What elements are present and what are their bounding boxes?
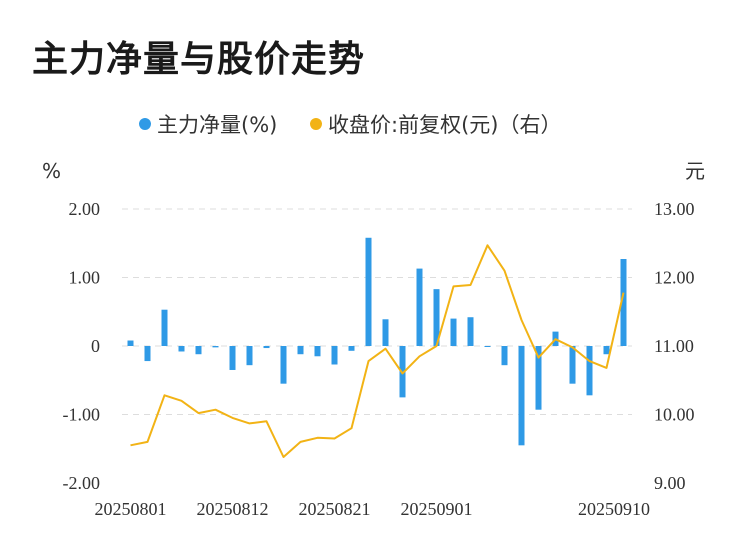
bar: [263, 346, 270, 349]
y-right-tick-label: 10.00: [654, 405, 695, 425]
x-tick-label: 20250901: [401, 499, 473, 519]
x-tick-label: 20250812: [197, 499, 269, 519]
x-ticks: 20250801 20250812 20250821 20250901 20250910: [95, 499, 651, 519]
y-left-tick-label: -2.00: [63, 473, 101, 493]
bar: [297, 346, 304, 355]
bar: [416, 268, 423, 346]
legend-label-bar: 主力净量(%): [157, 113, 277, 137]
bar: [127, 340, 134, 346]
bar: [501, 346, 508, 366]
legend-marker-bar: [139, 118, 151, 130]
legend: 主力净量(%) 收盘价:前复权(元)（右）: [139, 113, 561, 137]
y-left-tick-label: 2.00: [69, 199, 101, 219]
bar: [450, 318, 457, 346]
y-left-tick-label: 0: [91, 336, 100, 356]
bar: [569, 346, 576, 384]
bar: [246, 346, 253, 366]
y-left-unit: %: [42, 159, 61, 183]
bar: [280, 346, 287, 384]
grid: [122, 208, 632, 415]
bar: [603, 346, 610, 355]
bar: [518, 346, 525, 446]
bar: [144, 346, 151, 362]
y-left-ticks: 2.00 1.00 0 -1.00 -2.00: [63, 199, 101, 493]
legend-label-line: 收盘价:前复权(元)（右）: [328, 113, 561, 137]
bar: [348, 346, 355, 351]
bar: [178, 346, 185, 352]
y-right-tick-label: 9.00: [654, 473, 686, 493]
bar: [467, 317, 474, 346]
bar: [314, 346, 321, 357]
bar: [433, 289, 440, 346]
x-tick-label: 20250821: [299, 499, 371, 519]
y-right-unit: 元: [685, 159, 705, 183]
bar: [195, 346, 202, 355]
y-left-tick-label: 1.00: [69, 268, 101, 288]
y-right-tick-label: 13.00: [654, 199, 695, 219]
bar: [161, 309, 168, 346]
bar: [331, 346, 338, 365]
x-tick-label: 20250910: [578, 499, 650, 519]
x-tick-label: 20250801: [95, 499, 167, 519]
y-right-tick-label: 11.00: [654, 336, 694, 356]
y-right-ticks: 13.00 12.00 11.00 10.00 9.00: [654, 199, 695, 493]
price-line: [130, 244, 625, 458]
legend-marker-line: [310, 118, 322, 130]
chart-title: 主力净量与股价走势: [32, 39, 366, 80]
bar: [382, 319, 389, 346]
line-series: [130, 244, 625, 458]
y-left-tick-label: -1.00: [63, 405, 101, 425]
bar: [535, 346, 542, 410]
bar: [484, 346, 491, 347]
bar: [620, 259, 627, 346]
bar: [586, 346, 593, 396]
y-right-tick-label: 12.00: [654, 268, 695, 288]
bar: [212, 346, 219, 348]
bar: [365, 237, 372, 346]
bar: [229, 346, 236, 370]
